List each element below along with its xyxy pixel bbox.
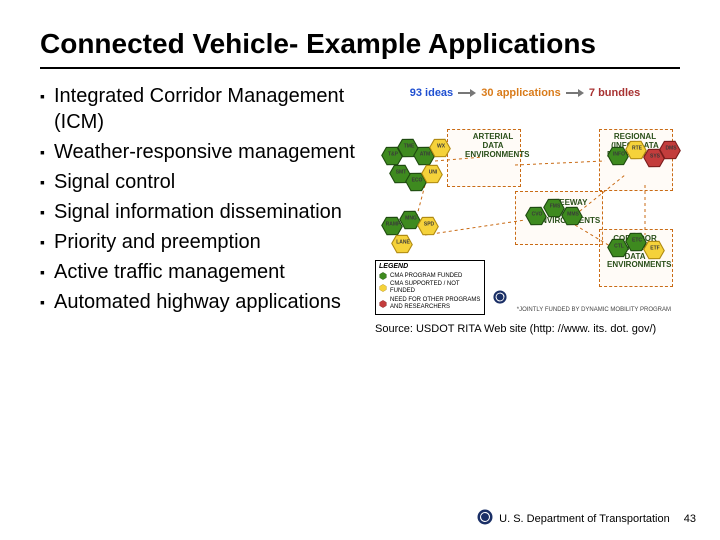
figure-column: 93 ideas 30 applications 7 bundles [370, 83, 680, 335]
bullet-item: Signal control [40, 169, 360, 195]
legend-hex-icon [379, 300, 387, 308]
topline-bundles: 7 bundles [589, 87, 640, 99]
legend-hex-icon [379, 284, 387, 292]
arrow-icon [458, 89, 476, 97]
arrow-icon [566, 89, 584, 97]
figure-footnote: *JOINTLY FUNDED BY DYNAMIC MOBILITY PROG… [517, 307, 671, 313]
content-row: Integrated Corridor Management (ICM) Wea… [40, 83, 680, 335]
topline-ideas: 93 ideas [410, 87, 453, 99]
legend-hex-icon [379, 272, 387, 280]
figure-topline: 93 ideas 30 applications 7 bundles [370, 87, 680, 99]
bullet-list: Integrated Corridor Management (ICM) Wea… [40, 83, 360, 335]
legend-text: NEED FOR OTHER PROGRAMS AND RESEARCHERS [390, 297, 481, 311]
dot-logo-icon [477, 509, 493, 528]
legend-row: CMA PROGRAM FUNDED [379, 272, 481, 280]
bullet-item: Active traffic management [40, 259, 360, 285]
source-text: Source: USDOT RITA Web site (http: //www… [375, 323, 675, 335]
slide-footer: U. S. Department of Transportation 43 [477, 509, 696, 528]
footer-org: U. S. Department of Transportation [499, 513, 670, 525]
bullet-item: Weather-responsive management [40, 139, 360, 165]
legend-text: CMA SUPPORTED / NOT FUNDED [390, 281, 481, 295]
bullet-item: Integrated Corridor Management (ICM) [40, 83, 360, 135]
slide-title: Connected Vehicle- Example Applications [40, 26, 680, 69]
legend-row: NEED FOR OTHER PROGRAMS AND RESEARCHERS [379, 297, 481, 311]
legend-title: LEGEND [379, 263, 481, 271]
dot-logo-icon [493, 290, 507, 309]
legend-text: CMA PROGRAM FUNDED [390, 273, 462, 280]
legend-box: LEGEND CMA PROGRAM FUNDEDCMA SUPPORTED /… [375, 260, 485, 315]
page-number: 43 [684, 513, 696, 525]
bullet-item: Automated highway applications [40, 289, 360, 315]
legend-row: CMA SUPPORTED / NOT FUNDED [379, 281, 481, 295]
env-label: ARTERIALDATAENVIRONMENTS [465, 133, 521, 159]
slide: Connected Vehicle- Example Applications … [0, 0, 720, 540]
topline-apps: 30 applications [481, 87, 560, 99]
bullet-item: Priority and preemption [40, 229, 360, 255]
bullet-item: Signal information dissemination [40, 199, 360, 225]
hex-diagram: LEGEND CMA PROGRAM FUNDEDCMA SUPPORTED /… [375, 105, 675, 315]
